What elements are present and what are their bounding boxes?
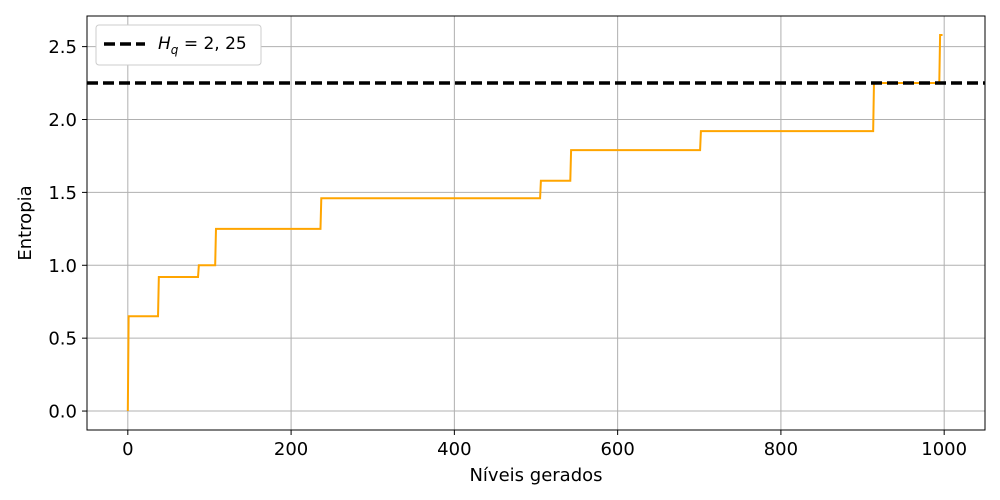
legend: Hq = 2, 25 [95, 24, 262, 66]
y-axis-label: Entropia [15, 185, 36, 260]
x-tick-label: 1000 [921, 439, 967, 460]
y-tick-label: 1.0 [48, 256, 77, 277]
plot-frame [86, 15, 986, 431]
x-tick-label: 400 [437, 439, 471, 460]
entropy-series-line [126, 33, 943, 412]
x-tick-label: 200 [274, 439, 308, 460]
legend-label-value: = 2, 25 [178, 34, 246, 54]
grid [87, 16, 985, 430]
x-tick-label: 0 [122, 439, 133, 460]
legend-box [95, 24, 262, 66]
legend-label-main: H [158, 34, 171, 54]
y-tick-label: 2.5 [48, 37, 77, 58]
y-tick-label: 0.0 [48, 402, 77, 423]
x-axis-label: Níveis gerados [469, 465, 602, 486]
x-tick-label: 800 [764, 439, 798, 460]
legend-label: Hq = 2, 25 [158, 34, 247, 57]
series-layer [126, 33, 943, 412]
y-tick-label: 0.5 [48, 329, 77, 350]
y-tick-label: 2.0 [48, 110, 77, 131]
legend-label-subscript: q [171, 43, 179, 57]
x-tick-label: 600 [600, 439, 634, 460]
y-tick-label: 1.5 [48, 183, 77, 204]
ticks: 0 200 400 600 800 1000 0.0 0.5 1.0 1.5 2.0 2.5 [48, 37, 967, 460]
